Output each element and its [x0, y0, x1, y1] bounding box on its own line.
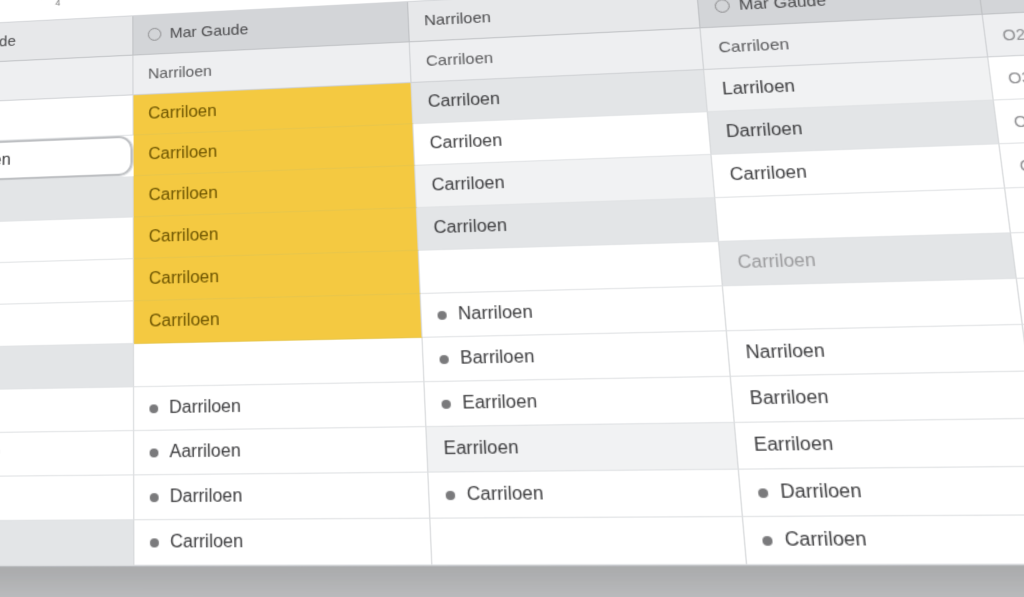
cell-value: Carriloen — [149, 226, 219, 247]
cell[interactable] — [134, 338, 425, 387]
app-window: ow to Highlight Duplicates in Excel.: A … — [0, 0, 1024, 567]
cell-value: Carriloen — [429, 132, 503, 154]
bullet-icon — [149, 404, 158, 413]
bullet-icon — [439, 354, 449, 363]
cell-value: Darriloen — [0, 444, 1, 464]
cell-value: O3,123 — [1007, 67, 1024, 87]
cell[interactable]: Camiloen — [0, 344, 134, 391]
cell-value: Carriloen — [433, 216, 507, 238]
card-badge: 4 — [55, 0, 60, 7]
cell-value: Carriloen — [784, 529, 868, 551]
ring-icon — [148, 28, 162, 41]
cell[interactable]: Carriloen — [0, 301, 134, 349]
cell[interactable]: Earriloen — [735, 419, 1024, 470]
cell[interactable]: Camiloen — [0, 259, 134, 307]
cell-value: Carriloen — [729, 163, 808, 185]
cell[interactable]: Darriloen — [0, 431, 134, 478]
cell-value: Narriloen — [745, 341, 826, 363]
cell[interactable]: Darriloen — [0, 475, 134, 521]
cell-value: Narriloen — [458, 303, 534, 325]
cell-value: Earriloen — [753, 434, 834, 456]
cell-value: Carriloen — [148, 102, 217, 123]
cell[interactable]: Barriloen — [731, 372, 1024, 423]
cell[interactable]: Carriloen — [743, 515, 1024, 565]
cell-value: Darriloen — [779, 481, 862, 503]
cell[interactable]: Earriloen — [426, 423, 738, 473]
column-header-label: Mar Gaude — [170, 21, 249, 42]
cell[interactable]: Barriloen — [423, 331, 731, 382]
cell-value: Carriloen — [466, 484, 544, 505]
sub-header[interactable]: O2,123 — [983, 8, 1024, 58]
cell[interactable] — [0, 387, 134, 434]
cell[interactable]: Darriloen — [134, 382, 426, 431]
cell[interactable]: Camiloen — [0, 520, 134, 566]
cell[interactable] — [419, 242, 723, 294]
cell-value: Darriloen — [169, 397, 241, 418]
cell[interactable]: Narriloen — [421, 286, 727, 337]
column-header-label: Mar Gaude — [738, 0, 827, 14]
sheet-body: Mar Galde Mar Gaude Narriloen Mar Gaude Nar… — [0, 0, 1024, 566]
cell[interactable]: Carriloen — [134, 294, 423, 344]
cell-value: Darriloen — [170, 486, 243, 507]
cell[interactable]: Carriloen — [428, 470, 743, 519]
cell-value: O3,123 — [1013, 110, 1024, 130]
comment-button[interactable] — [88, 0, 125, 9]
cell[interactable]: O3,123 — [988, 51, 1024, 101]
cell[interactable]: Carriloen — [0, 217, 134, 265]
cell-value: Carriloen — [737, 251, 817, 273]
cell-value: Aarriloen — [169, 441, 240, 462]
cell[interactable]: Carriloen — [134, 251, 421, 302]
cell-value: Barriloen — [749, 387, 830, 409]
table-row: CamiloenCarriloenCarriloenCorriloen — [0, 513, 1024, 566]
cell-value: Earriloen — [443, 438, 519, 459]
column-header-label: Narriloen — [424, 9, 492, 29]
bullet-icon — [758, 488, 769, 498]
cell[interactable] — [430, 517, 747, 565]
cell-value: Larriloen — [721, 77, 796, 99]
cell[interactable]: Earriloen — [425, 377, 735, 427]
cell-value: Darriloen — [725, 120, 803, 142]
cell-value: Carriloen — [149, 184, 219, 205]
card-icon — [39, 0, 57, 3]
bullet-icon — [150, 493, 159, 502]
bullet-icon — [150, 448, 159, 457]
cell[interactable]: Narriloen — [727, 325, 1024, 377]
cell-value: Carriloen — [149, 310, 220, 331]
bullet-icon — [441, 399, 451, 408]
cell-value: O3,127 — [1018, 154, 1024, 174]
bullet-icon — [446, 490, 456, 499]
data-rows: Carriloen Carriloen Larriloen O3,123 Narrilo… — [0, 39, 1024, 566]
bullet-icon — [150, 538, 159, 547]
ring-icon — [714, 0, 730, 13]
cell[interactable]: Carriloen — [134, 519, 432, 566]
cell-value: Narriloen — [0, 151, 11, 172]
cell[interactable]: Darriloen — [739, 467, 1024, 517]
cell[interactable]: Darriloen — [134, 473, 430, 521]
cell[interactable] — [723, 279, 1023, 331]
cell[interactable]: Aarriloen — [134, 427, 428, 475]
cell-value: Carriloen — [149, 268, 219, 289]
bullet-icon — [762, 536, 773, 546]
cell-value: Earriloen — [462, 392, 538, 414]
bullet-icon — [437, 310, 447, 319]
column-header-label: Mar Galde — [0, 33, 16, 53]
perspective-scene: ow to Highlight Duplicates in Excel.: A … — [0, 0, 1024, 567]
cell-value: Carriloen — [431, 174, 505, 196]
cell-value: Carriloen — [170, 532, 243, 553]
cell-value: Barriloen — [460, 347, 535, 369]
spreadsheet-grid: Mar Galde Mar Gaude Narriloen Mar Gaude Nar… — [0, 0, 1024, 566]
card-button[interactable]: 4 — [29, 0, 66, 12]
cell-value: Carriloen — [427, 90, 500, 112]
cell[interactable]: Carriloen — [719, 233, 1017, 286]
cell-value: Carriloen — [148, 143, 217, 164]
cell[interactable]: O3,123 — [994, 95, 1024, 145]
